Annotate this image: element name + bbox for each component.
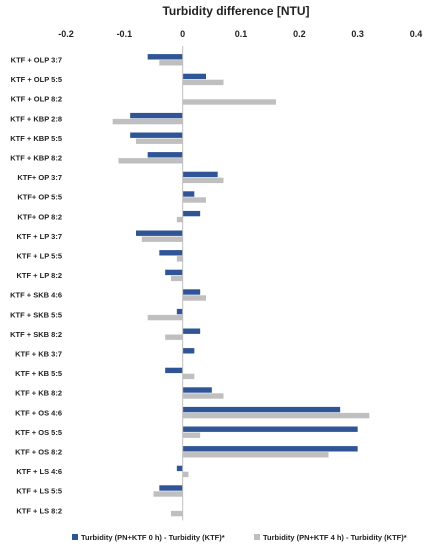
bar-4h [182,373,195,380]
bar-0h [165,367,183,374]
legend: Turbidity (PN+KTF 0 h) - Turbidity (KTF)… [72,533,407,542]
bar-0h [136,230,183,236]
bar-4h [182,99,276,105]
bar-0h [182,171,218,178]
category-label: KTF+ OP 8:2 [17,212,62,221]
category-label: KTF + OS 8:2 [15,448,62,457]
bar-4h [182,412,370,419]
bar-4h [147,314,183,321]
bar-0h [182,348,195,354]
bar-4h [182,393,224,399]
bar-4h [141,236,183,242]
bar-4h [159,60,183,66]
category-label: KTF + LP 5:5 [17,252,63,261]
category-label: KTF + LP 3:7 [17,232,63,241]
category-label: KTF + OS 4:6 [15,408,62,417]
bar-4h [171,510,183,517]
legend-swatch-0h [72,534,78,540]
bar-0h [165,269,183,276]
bar-0h [147,152,183,158]
bar-0h [182,210,201,217]
bar-4h [182,295,206,301]
bar-4h [182,197,206,203]
category-label: KTF + OLP 5:5 [11,75,62,84]
category-label: KTF + OS 5:5 [15,428,62,437]
bar-0h [176,308,183,315]
category-label: KTF + KBP 5:5 [10,134,62,143]
legend-label-4h: Turbidity (PN+KTF 4 h) - Turbidity (KTF)… [263,533,407,542]
bar-4h [182,471,189,478]
x-tick-label: 0 [180,29,185,39]
x-tick-label: 0.4 [410,29,423,39]
bar-4h [182,177,224,184]
x-tick-label: -0.1 [117,29,133,39]
x-tick-label: -0.2 [58,29,74,39]
category-label: KTF+ OP 3:7 [17,173,62,182]
x-axis-ticks: -0.2 -0.1 0 0.1 0.2 0.3 0.4 [58,29,422,39]
bar-4h [136,138,183,144]
category-label: KTF+ OP 5:5 [17,193,62,202]
bar-0h [182,406,341,413]
x-tick-label: 0.3 [351,29,364,39]
category-label: KTF + LS 5:5 [16,487,62,496]
x-tick-label: 0.1 [235,29,248,39]
category-label: KTF + SKB 5:5 [10,310,62,319]
bar-4h [165,334,183,340]
category-label: KTF + KBP 2:8 [10,114,62,123]
bar-0h [147,54,183,60]
category-label: KTF + LP 8:2 [17,271,63,280]
bar-4h [171,275,183,282]
category-label: KTF + LS 4:6 [16,467,62,476]
category-label: KTF + SKB 8:2 [10,330,62,339]
bar-0h [159,250,183,256]
bar-4h [118,158,183,164]
bar-0h [182,191,195,197]
category-label: KTF + KB 5:5 [15,369,62,378]
bar-4h [182,432,201,438]
bar-4h [182,79,224,86]
bar-0h [182,387,212,393]
x-tick-label: 0.2 [293,29,306,39]
bar-0h [182,289,201,295]
bar-4h [176,216,183,223]
bar-4h [112,118,183,125]
category-label: KTF + SKB 4:6 [10,291,62,300]
bar-0h [176,465,183,472]
category-label: KTF + OLP 3:7 [11,56,62,65]
legend-label-0h: Turbidity (PN+KTF 0 h) - Turbidity (KTF)… [81,533,225,542]
bar-0h [182,426,358,432]
bar-0h [130,112,183,119]
bar-0h [182,328,201,334]
category-label: KTF + KB 8:2 [15,389,62,398]
bar-4h [176,256,183,262]
bar-0h [182,73,206,80]
bar-0h [130,132,183,138]
category-label: KTF + KBP 8:2 [10,154,62,163]
category-label: KTF + OLP 8:2 [11,95,62,104]
bar-4h [182,452,329,458]
category-label: KTF + LS 8:2 [16,506,62,515]
bar-0h [182,446,358,452]
bar-0h [159,485,183,491]
chart-title: Turbidity difference [NTU] [162,4,309,18]
bar-4h [153,491,183,497]
legend-swatch-4h [254,534,260,540]
category-label: KTF + KB 3:7 [15,350,62,359]
y-axis-labels: KTF + OLP 3:7 KTF + OLP 5:5 KTF + OLP 8:2 K… [10,56,62,516]
bars [112,54,370,517]
